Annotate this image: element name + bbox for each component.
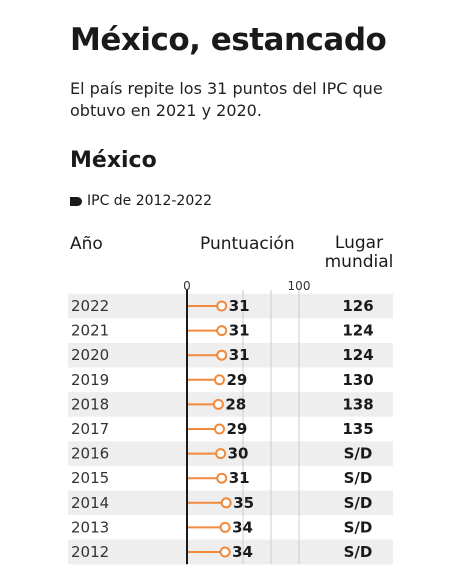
column-header-score: Puntuación xyxy=(200,234,295,254)
score-label: 29 xyxy=(226,371,247,389)
year-label: 2019 xyxy=(71,371,109,389)
lollipop-point xyxy=(215,448,227,460)
lollipop-point xyxy=(216,300,228,312)
x-tick-label: 100 xyxy=(288,279,311,293)
year-label: 2018 xyxy=(71,395,109,413)
rank-label: 135 xyxy=(342,420,373,438)
column-header-rank-line1: Lugar xyxy=(334,233,384,253)
lollipop-point xyxy=(216,325,228,337)
year-label: 2020 xyxy=(71,346,109,364)
score-label: 28 xyxy=(225,395,246,413)
score-label: 31 xyxy=(229,297,250,315)
row-stripe xyxy=(68,342,393,368)
rank-label: S/D xyxy=(344,494,373,512)
country-heading: México xyxy=(70,148,157,173)
lollipop-point xyxy=(212,398,224,410)
rank-label: 138 xyxy=(342,395,373,413)
legend-label: IPC de 2012-2022 xyxy=(87,193,213,209)
rank-label: S/D xyxy=(344,543,373,561)
year-label: 2022 xyxy=(71,297,109,315)
lollipop-point xyxy=(213,423,225,435)
row-stripe xyxy=(68,392,393,417)
year-label: 2014 xyxy=(71,494,109,512)
year-label: 2021 xyxy=(71,322,109,340)
lollipop-point xyxy=(216,472,228,484)
rank-label: 126 xyxy=(342,297,373,315)
score-label: 31 xyxy=(229,469,250,487)
column-header-year: Año xyxy=(70,234,103,254)
lollipop-point xyxy=(216,349,228,361)
score-label: 30 xyxy=(228,445,249,463)
year-label: 2017 xyxy=(71,420,109,438)
page-subtitle: El país repite los 31 puntos del IPC que… xyxy=(70,79,383,120)
year-label: 2016 xyxy=(71,445,109,463)
column-header-rank-line2: mundial xyxy=(324,252,394,272)
legend-marker-icon xyxy=(70,196,82,206)
lollipop-point xyxy=(213,374,225,386)
score-label: 29 xyxy=(226,420,247,438)
rank-label: S/D xyxy=(344,445,373,463)
rank-label: S/D xyxy=(344,518,373,536)
rank-label: 130 xyxy=(342,371,373,389)
year-label: 2013 xyxy=(71,518,109,536)
lollipop-point xyxy=(219,521,231,533)
row-stripe xyxy=(68,293,393,319)
legend: IPC de 2012-2022 xyxy=(70,193,212,209)
year-label: 2012 xyxy=(71,543,109,561)
row-stripe xyxy=(68,441,393,466)
lollipop-point xyxy=(219,546,231,558)
score-label: 34 xyxy=(232,543,253,561)
score-label: 35 xyxy=(233,494,254,512)
lollipop-point xyxy=(220,497,232,509)
column-header-rank: Lugar mundial xyxy=(322,234,396,272)
rank-label: 124 xyxy=(342,346,373,364)
rank-label: 124 xyxy=(342,322,373,340)
score-label: 31 xyxy=(229,346,250,364)
x-tick-label: 0 xyxy=(183,279,191,293)
rank-label: S/D xyxy=(344,469,373,487)
score-label: 34 xyxy=(232,518,253,536)
year-label: 2015 xyxy=(71,469,109,487)
page-title: México, estancado xyxy=(70,22,387,58)
score-label: 31 xyxy=(229,322,250,340)
